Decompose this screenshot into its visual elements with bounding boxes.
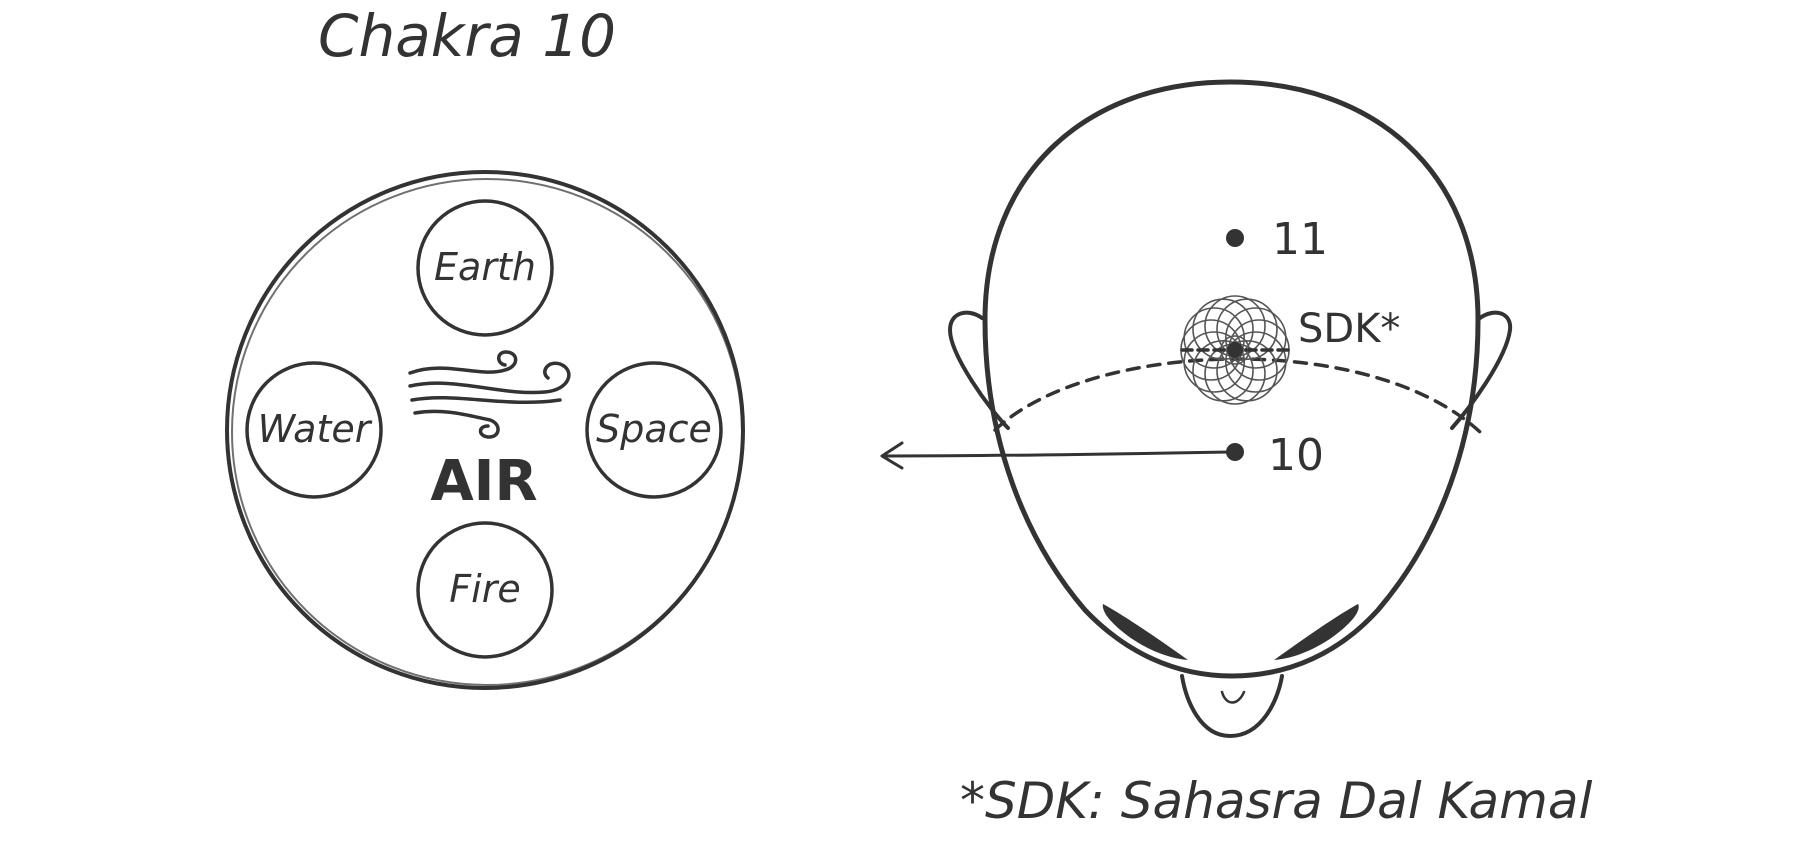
lotus-petal-circle (1225, 331, 1287, 393)
element-earth-label: Earth (434, 245, 536, 289)
marker-10-label: 10 (1268, 430, 1324, 481)
lotus-petal-circle (1225, 307, 1287, 369)
right-ear (1450, 310, 1513, 430)
marker-10-dot (1226, 443, 1244, 461)
right-eye-mark (1274, 604, 1359, 660)
arrow-to-chakra (880, 441, 1232, 470)
lotus-petal-circle (1192, 339, 1254, 402)
neck (1180, 674, 1284, 738)
neck-line (1220, 690, 1246, 704)
page-title: Chakra 10 (318, 2, 616, 70)
element-fire-label: Fire (449, 567, 520, 611)
element-water: Water (245, 361, 383, 499)
wind-icon (408, 350, 571, 439)
marker-11-label: 11 (1272, 214, 1328, 265)
lotus-petal-circle (1216, 298, 1278, 361)
element-fire-circle (416, 521, 554, 659)
outer-circle (225, 170, 745, 690)
lotus-petal-circle (1183, 307, 1245, 369)
dashed-arc (993, 357, 1482, 434)
element-space-label: Space (596, 407, 712, 451)
chakra-diagram: Earth Water Space Fire AIR (225, 170, 745, 690)
element-earth: Earth (416, 199, 554, 337)
lotus-label-sdk: SDK* (1298, 306, 1400, 352)
arrow-shaft (883, 450, 1232, 458)
element-space-circle (585, 361, 723, 499)
element-earth-circle (416, 199, 554, 337)
marker-11-dot (1226, 229, 1244, 247)
head-outline (982, 79, 1481, 679)
element-space: Space (585, 361, 723, 499)
element-water-label: Water (258, 407, 373, 451)
center-label-air: AIR (430, 449, 537, 514)
left-eye-mark (1102, 604, 1188, 660)
arrow-head-icon (880, 441, 904, 470)
element-fire: Fire (416, 521, 554, 659)
lotus-center-dot (1227, 342, 1243, 358)
head-diagram: 11 SDK* 10 (880, 79, 1513, 738)
element-water-circle (245, 361, 383, 499)
outer-circle-sketch (231, 178, 743, 686)
footnote: *SDK: Sahasra Dal Kamal (960, 772, 1593, 830)
left-ear (948, 310, 1010, 430)
